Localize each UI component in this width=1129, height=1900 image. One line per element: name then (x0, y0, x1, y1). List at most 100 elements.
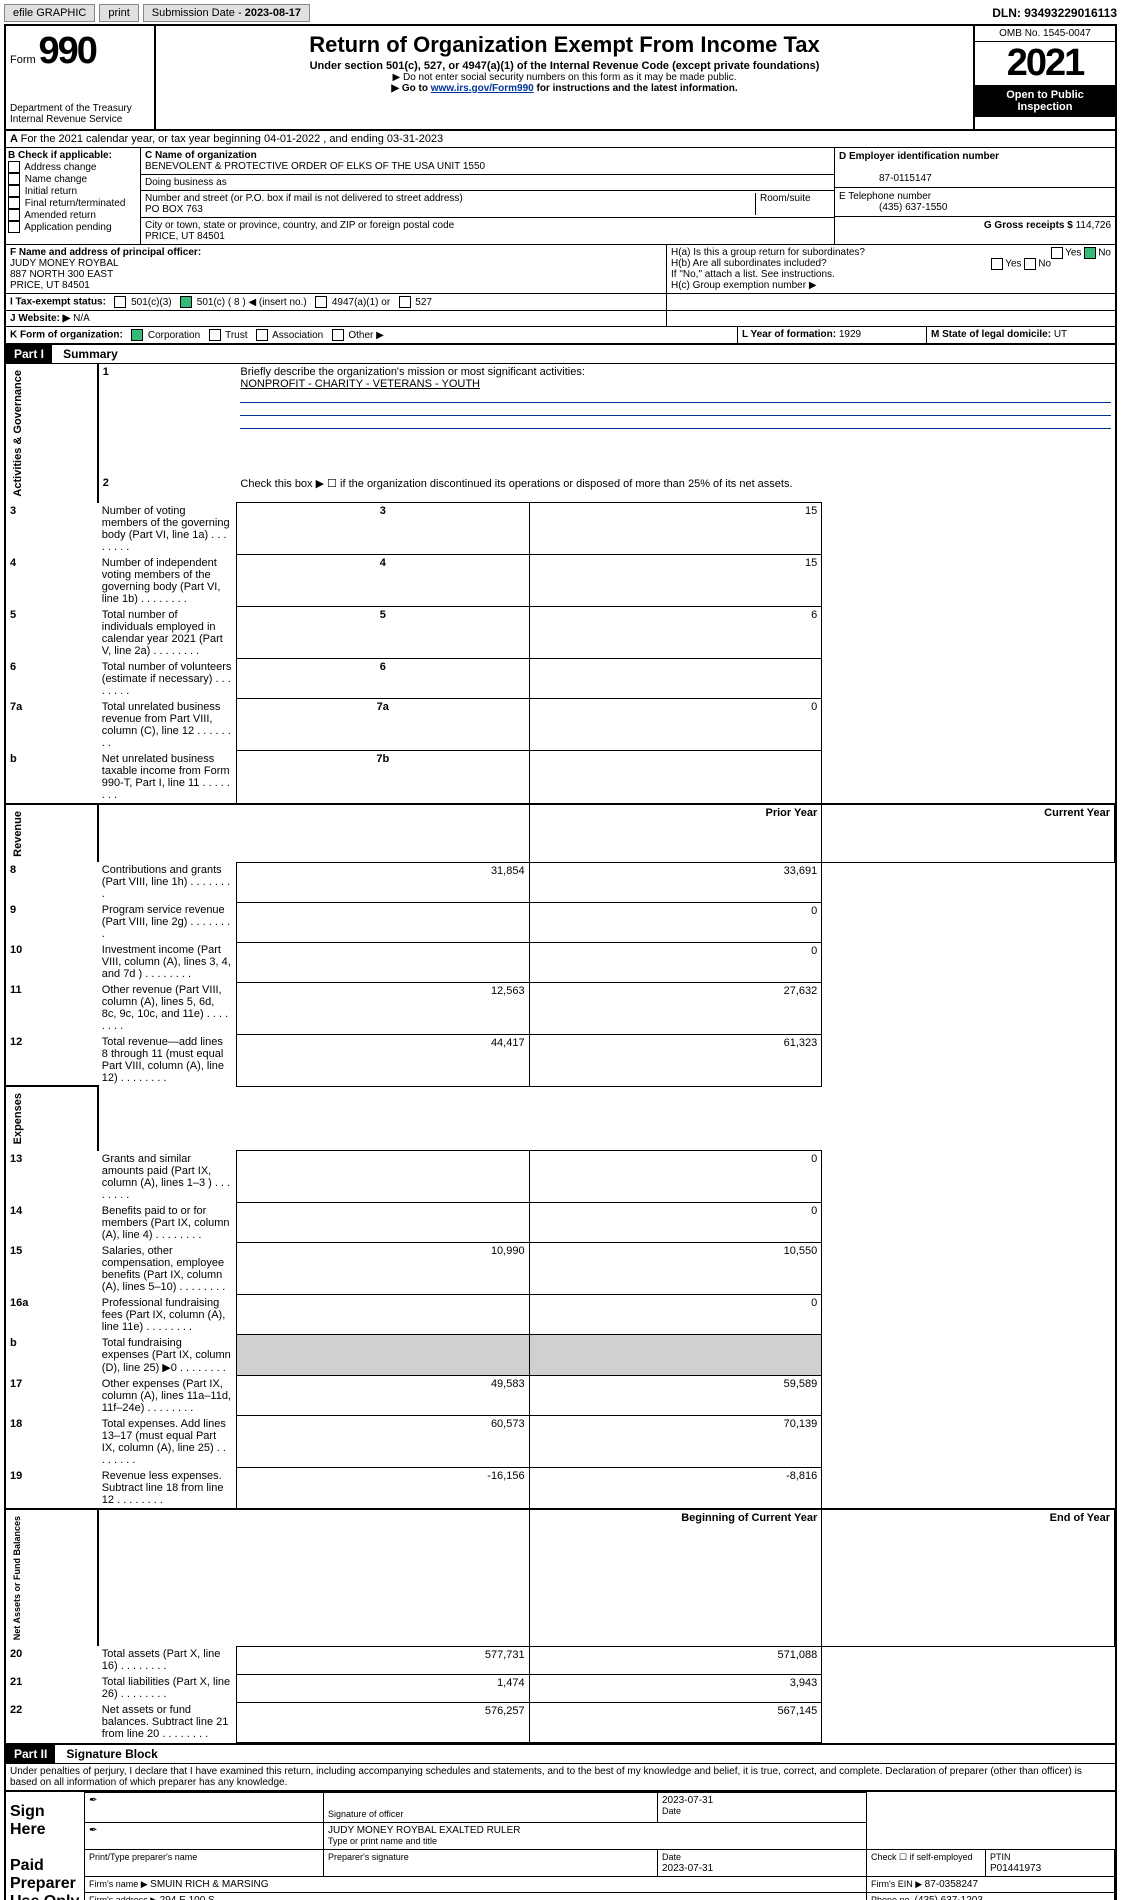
table-row: 9 Program service revenue (Part VIII, li… (6, 902, 1115, 942)
line1-desc: Briefly describe the organization's miss… (240, 366, 584, 378)
part2-header: Part II (6, 1745, 55, 1763)
table-row: 6 Total number of volunteers (estimate i… (6, 659, 1115, 699)
section-f: F Name and address of principal officer:… (6, 245, 667, 293)
b-checkbox[interactable] (8, 173, 20, 185)
declaration: Under penalties of perjury, I declare th… (6, 1764, 1115, 1790)
table-row: 22 Net assets or fund balances. Subtract… (6, 1702, 1115, 1742)
top-bar: efile GRAPHIC print Submission Date - 20… (4, 4, 1117, 22)
b-checkbox[interactable] (8, 209, 20, 221)
firm-ein: 87-0358247 (925, 1879, 978, 1890)
section-c: C Name of organization BENEVOLENT & PROT… (141, 148, 835, 244)
section-k: K Form of organization: Corporation Trus… (6, 327, 737, 343)
hb-no-checkbox[interactable] (1024, 258, 1036, 270)
sig-date: 2023-07-31 (662, 1795, 713, 1806)
table-row: 20 Total assets (Part X, line 16) 577,73… (6, 1646, 1115, 1674)
i-checkbox[interactable] (114, 296, 126, 308)
b-checkbox[interactable] (8, 185, 20, 197)
table-row: 16a Professional fundraising fees (Part … (6, 1295, 1115, 1335)
i-checkbox[interactable] (315, 296, 327, 308)
table-row: 12 Total revenue—add lines 8 through 11 … (6, 1034, 1115, 1086)
form-990: Form 990 Department of the Treasury Inte… (4, 24, 1117, 1900)
note-privacy: ▶ Do not enter social security numbers o… (160, 72, 969, 83)
table-row: 10 Investment income (Part VIII, column … (6, 942, 1115, 982)
prior-year-header: Prior Year (529, 804, 822, 863)
ha-no-checkbox[interactable] (1084, 247, 1096, 259)
summary-table: Activities & Governance 1 Briefly descri… (6, 364, 1115, 1743)
officer-name-title: JUDY MONEY ROYBAL EXALTED RULER (328, 1825, 520, 1836)
table-row: 7a Total unrelated business revenue from… (6, 699, 1115, 751)
hb-yes-checkbox[interactable] (991, 258, 1003, 270)
firm-phone: (435) 637-1203 (915, 1895, 983, 1900)
form-title-box: Return of Organization Exempt From Incom… (156, 26, 973, 129)
section-j: J Website: ▶ N/A (6, 311, 667, 326)
i-checkbox[interactable] (180, 296, 192, 308)
section-m: M State of legal domicile: UT (927, 327, 1115, 343)
table-row: 17 Other expenses (Part IX, column (A), … (6, 1376, 1115, 1416)
irs-label: Internal Revenue Service (10, 114, 150, 125)
table-row: 14 Benefits paid to or for members (Part… (6, 1203, 1115, 1243)
table-row: 5 Total number of individuals employed i… (6, 607, 1115, 659)
room-suite: Room/suite (755, 193, 830, 215)
table-row: 18 Total expenses. Add lines 13–17 (must… (6, 1416, 1115, 1468)
firm-name: SMUIN RICH & MARSING (150, 1879, 268, 1890)
table-row: 21 Total liabilities (Part X, line 26) 1… (6, 1674, 1115, 1702)
k-checkbox[interactable] (256, 329, 268, 341)
year-box: OMB No. 1545-0047 2021 Open to Public In… (973, 26, 1115, 129)
table-row: 13 Grants and similar amounts paid (Part… (6, 1151, 1115, 1203)
table-row: 19 Revenue less expenses. Subtract line … (6, 1468, 1115, 1509)
form-subtitle: Under section 501(c), 527, or 4947(a)(1)… (160, 60, 969, 72)
section-h: H(a) Is this a group return for subordin… (667, 245, 1115, 293)
org-name: BENEVOLENT & PROTECTIVE ORDER OF ELKS OF… (145, 161, 485, 172)
gross-receipts: 114,726 (1076, 220, 1111, 231)
i-checkbox[interactable] (399, 296, 411, 308)
irs-link[interactable]: www.irs.gov/Form990 (431, 83, 534, 94)
right-info: D Employer identification number 87-0115… (835, 148, 1115, 244)
org-address: PO BOX 763 (145, 204, 203, 215)
form-number: 990 (38, 30, 95, 72)
print-button[interactable]: print (99, 4, 138, 22)
line2: Check this box ▶ ☐ if the organization d… (236, 475, 1114, 502)
submission-date: Submission Date - 2023-08-17 (143, 4, 310, 22)
signature-block: Sign Here ✒ Signature of officer 2023-07… (6, 1790, 1115, 1900)
tax-year: 2021 (975, 42, 1115, 85)
section-l: L Year of formation: 1929 (737, 327, 927, 343)
sign-here-label: Sign Here (10, 1803, 80, 1839)
self-employed: Check ☐ if self-employed (871, 1852, 973, 1862)
ha-yes-checkbox[interactable] (1051, 247, 1063, 259)
b-checkbox[interactable] (8, 161, 20, 173)
note-website: ▶ Go to www.irs.gov/Form990 for instruct… (160, 83, 969, 94)
table-row: b Total fundraising expenses (Part IX, c… (6, 1335, 1115, 1376)
net-label: Net Assets or Fund Balances (10, 1512, 24, 1644)
mission: NONPROFIT - CHARITY - VETERANS - YOUTH (240, 378, 480, 390)
open-public-label: Open to Public Inspection (975, 85, 1115, 117)
dept-treasury: Department of the Treasury (10, 103, 150, 114)
table-row: 15 Salaries, other compensation, employe… (6, 1243, 1115, 1295)
telephone: (435) 637-1550 (839, 202, 947, 213)
firm-addr1: 294 E 100 S (160, 1895, 215, 1900)
prep-date: 2023-07-31 (662, 1863, 713, 1874)
rev-label: Revenue (10, 807, 26, 861)
table-row: 11 Other revenue (Part VIII, column (A),… (6, 982, 1115, 1034)
gross-receipts-label: G Gross receipts $ (984, 220, 1076, 231)
b-checkbox[interactable] (8, 197, 20, 209)
b-checkbox[interactable] (8, 221, 20, 233)
ptin: P01441973 (990, 1863, 1041, 1874)
part1-title: Summary (55, 345, 126, 363)
gov-label: Activities & Governance (10, 366, 26, 501)
k-checkbox[interactable] (131, 329, 143, 341)
part2-title: Signature Block (58, 1745, 165, 1763)
omb-number: OMB No. 1545-0047 (975, 26, 1115, 42)
form-title: Return of Organization Exempt From Incom… (160, 32, 969, 58)
officer-name: JUDY MONEY ROYBAL (10, 258, 119, 269)
k-checkbox[interactable] (209, 329, 221, 341)
k-checkbox[interactable] (332, 329, 344, 341)
section-b: B Check if applicable: Address change Na… (6, 148, 141, 244)
form-id-box: Form 990 Department of the Treasury Inte… (6, 26, 156, 129)
efile-label: efile GRAPHIC (4, 4, 95, 22)
dba-row: Doing business as (141, 175, 834, 191)
part1-header: Part I (6, 345, 52, 363)
line-a: A For the 2021 calendar year, or tax yea… (6, 131, 1115, 148)
ein: 87-0115147 (839, 173, 932, 184)
current-year-header: Current Year (822, 804, 1115, 863)
table-row: 3 Number of voting members of the govern… (6, 503, 1115, 555)
